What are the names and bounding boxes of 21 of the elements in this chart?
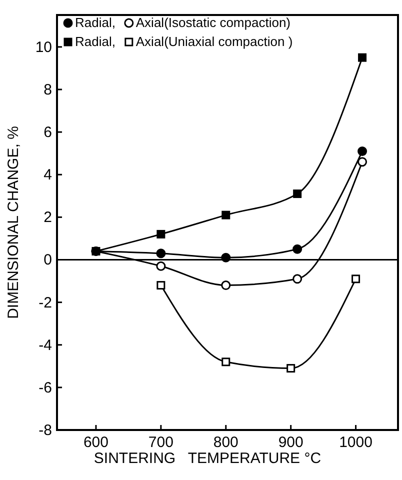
y-axis-title: DIMENSIONAL CHANGE, % (5, 126, 22, 319)
x-tick-label: 600 (83, 434, 108, 451)
x-tick-label: 1000 (339, 434, 372, 451)
y-tick-label: 2 (44, 209, 52, 226)
y-tick-label: 6 (44, 124, 52, 142)
y-tick-label: 0 (44, 252, 52, 269)
x-tick-label: 800 (213, 434, 238, 451)
y-tick-label: -8 (38, 422, 52, 439)
legend-label: Radial, (75, 15, 116, 30)
x-tick-label: 700 (148, 434, 174, 451)
x-tick-label: 900 (278, 434, 304, 451)
legend-label: Radial, (75, 34, 116, 49)
legend-label: Axial(Uniaxial compaction ) (136, 34, 293, 49)
y-tick-label: -6 (38, 379, 52, 396)
y-tick-label: -4 (38, 336, 52, 354)
y-tick-label: -2 (38, 294, 52, 312)
y-tick-label: 10 (35, 38, 52, 56)
y-tick-label: 4 (44, 166, 52, 184)
y-tick-label: 8 (44, 81, 52, 98)
x-axis-title: SINTERING TEMPERATURE °C (94, 450, 322, 467)
legend-label: Axial(Isostatic compaction) (136, 15, 291, 30)
